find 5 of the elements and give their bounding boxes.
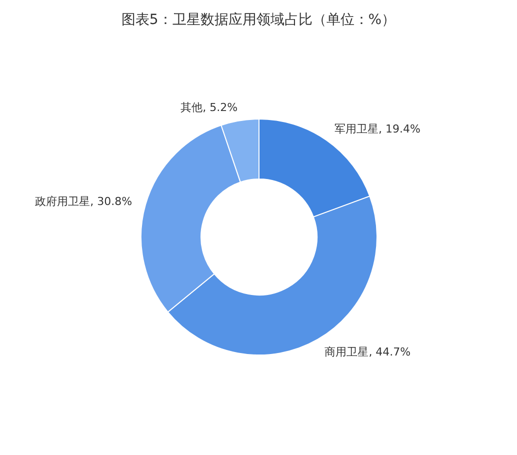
slice-label: 政府用卫星, 30.8% bbox=[35, 194, 132, 208]
slice-label: 商用卫星, 44.7% bbox=[324, 345, 411, 358]
slice-label: 其他, 5.2% bbox=[180, 100, 238, 114]
chart-title: 图表5：卫星数据应用领域占比（单位：%） bbox=[121, 12, 396, 28]
slice-label: 军用卫星, 19.4% bbox=[334, 122, 420, 136]
